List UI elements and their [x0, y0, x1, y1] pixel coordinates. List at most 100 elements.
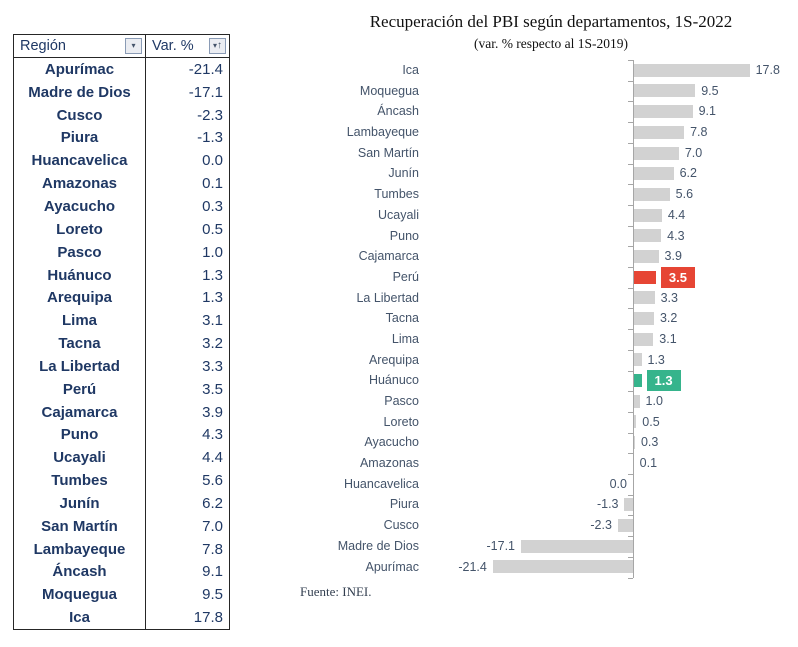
region-cell[interactable]: Cajamarca [14, 400, 146, 424]
value-cell[interactable]: 1.3 [202, 289, 223, 307]
value-cell[interactable]: 17.8 [193, 609, 223, 627]
region-variation-table: Región ▾ Var. % ▾ ↑ Apurímac -21.4 Madre de… [13, 34, 230, 631]
region-column-header[interactable]: Región ▾ [14, 35, 146, 57]
table-row: Huancavelica 0.0 [14, 149, 229, 173]
value-column-header[interactable]: Var. % ▾ ↑ [146, 35, 229, 57]
sort-ascending-filter-icon[interactable]: ▾ ↑ [209, 38, 226, 54]
value-cell[interactable]: 3.3 [202, 357, 223, 375]
region-cell[interactable]: Junín [14, 492, 146, 515]
region-cell[interactable]: Amazonas [14, 172, 146, 196]
region-cell[interactable]: Pasco [14, 240, 146, 264]
value-cell[interactable]: 5.6 [202, 472, 223, 490]
region-cell[interactable]: Madre de Dios [14, 80, 146, 104]
table-row: Arequipa 1.3 [14, 286, 229, 310]
sort-triangle-glyph: ▾ [212, 41, 217, 50]
chart-value-label: 0.1 [639, 456, 658, 471]
value-cell[interactable]: 4.4 [202, 449, 223, 467]
region-cell[interactable]: Áncash [14, 560, 146, 584]
value-cell[interactable]: 0.3 [202, 197, 223, 215]
chart-bar [633, 63, 750, 77]
region-cell[interactable]: Piura [14, 126, 146, 150]
chart-bar [633, 270, 656, 284]
chart-bar-cell: 3.5 [428, 266, 792, 288]
value-cell[interactable]: -2.3 [197, 106, 223, 124]
value-cell[interactable]: 1.0 [202, 243, 223, 261]
value-cell[interactable]: 6.2 [202, 494, 223, 512]
value-cell[interactable]: 9.5 [202, 586, 223, 604]
region-cell[interactable]: Perú [14, 377, 146, 401]
filter-dropdown-icon[interactable]: ▾ [125, 38, 142, 54]
chart-bar [633, 146, 679, 160]
value-cell[interactable]: 4.3 [202, 426, 223, 444]
chart-axis-tick [628, 142, 633, 144]
region-cell[interactable]: Ucayali [14, 446, 146, 470]
table-row: Cajamarca 3.9 [14, 400, 229, 424]
region-cell[interactable]: Loreto [14, 217, 146, 241]
region-cell[interactable]: Lima [14, 309, 146, 333]
region-cell[interactable]: Lambayeque [14, 537, 146, 561]
table-row: Loreto 0.5 [14, 217, 229, 241]
value-cell[interactable]: 3.1 [202, 312, 223, 330]
chart-source-note: Fuente: INEI. [300, 584, 372, 599]
region-cell[interactable]: Moquegua [14, 583, 146, 607]
chart-bar [633, 229, 662, 243]
region-cell[interactable]: San Martín [14, 514, 146, 538]
chart-category-label: San Martín [357, 145, 419, 160]
value-cell[interactable]: -21.4 [188, 60, 223, 78]
chart-category-label: Puno [389, 228, 419, 243]
chart-bar [633, 353, 642, 367]
value-cell[interactable]: 7.8 [202, 540, 223, 558]
chart-bar-cell: -17.1 [428, 536, 792, 557]
chart-category-label: Cusco [383, 518, 419, 533]
value-cell[interactable]: 3.9 [202, 403, 223, 421]
chart-bar-cell: 3.3 [428, 288, 792, 309]
region-cell[interactable]: Puno [14, 423, 146, 447]
region-cell[interactable]: Apurímac [14, 58, 146, 81]
region-cell[interactable]: La Libertad [14, 354, 146, 378]
value-cell[interactable]: -17.1 [188, 83, 223, 101]
chart-axis-tick [628, 60, 633, 61]
value-cell[interactable]: 0.0 [202, 152, 223, 170]
table-row: Amazonas 0.1 [14, 172, 229, 196]
chart-bar-row: Moquegua 9.5 [298, 81, 792, 102]
region-cell[interactable]: Tumbes [14, 469, 146, 493]
chart-bar-row: Lima 3.1 [298, 329, 792, 350]
chart-bar [633, 312, 654, 326]
chart-bar-cell: 3.1 [428, 329, 792, 350]
table-row: Piura -1.3 [14, 126, 229, 150]
chart-bar-cell: 3.2 [428, 308, 792, 329]
region-cell[interactable]: Huánuco [14, 263, 146, 287]
value-cell[interactable]: 0.5 [202, 220, 223, 238]
value-cell[interactable]: 9.1 [202, 563, 223, 581]
value-cell[interactable]: 1.3 [202, 266, 223, 284]
table-row: Pasco 1.0 [14, 240, 229, 264]
region-cell[interactable]: Cusco [14, 103, 146, 127]
value-cell[interactable]: -1.3 [197, 129, 223, 147]
chart-axis-tick [628, 267, 633, 268]
chart-axis-tick [628, 391, 633, 393]
chart-bar-row: Tacna 3.2 [298, 308, 792, 329]
value-cell[interactable]: 7.0 [202, 517, 223, 535]
chart-value-label: -17.1 [486, 538, 516, 553]
region-cell[interactable]: Huancavelica [14, 149, 146, 173]
chart-bar-cell: 0.0 [428, 474, 792, 495]
table-row: Junín 6.2 [14, 492, 229, 515]
value-cell[interactable]: 3.5 [202, 380, 223, 398]
value-cell[interactable]: 3.2 [202, 335, 223, 353]
chart-axis-tick [628, 184, 633, 186]
chart-category-label: Ucayali [378, 207, 419, 222]
region-cell[interactable]: Arequipa [14, 286, 146, 310]
chart-bar-row: Piura -1.3 [298, 494, 792, 515]
table-row: Puno 4.3 [14, 423, 229, 447]
chart-bar-row: Cajamarca 3.9 [298, 246, 792, 267]
region-cell[interactable]: Tacna [14, 332, 146, 355]
region-header-label: Región [20, 38, 66, 54]
bar-chart-plot-area: Ica 17.8 Moquegua 9.5 Áncash 9.1 Lambayeque 7.8… [298, 60, 792, 579]
table-body: Apurímac -21.4 Madre de Dios -17.1 Cusco -2.3… [14, 58, 229, 630]
region-cell[interactable]: Ica [14, 606, 146, 630]
chart-category-label: Ayacucho [364, 435, 419, 450]
table-row: Tacna 3.2 [14, 332, 229, 355]
chart-bar-row: Ucayali 4.4 [298, 205, 792, 226]
value-cell[interactable]: 0.1 [202, 175, 223, 193]
region-cell[interactable]: Ayacucho [14, 195, 146, 218]
